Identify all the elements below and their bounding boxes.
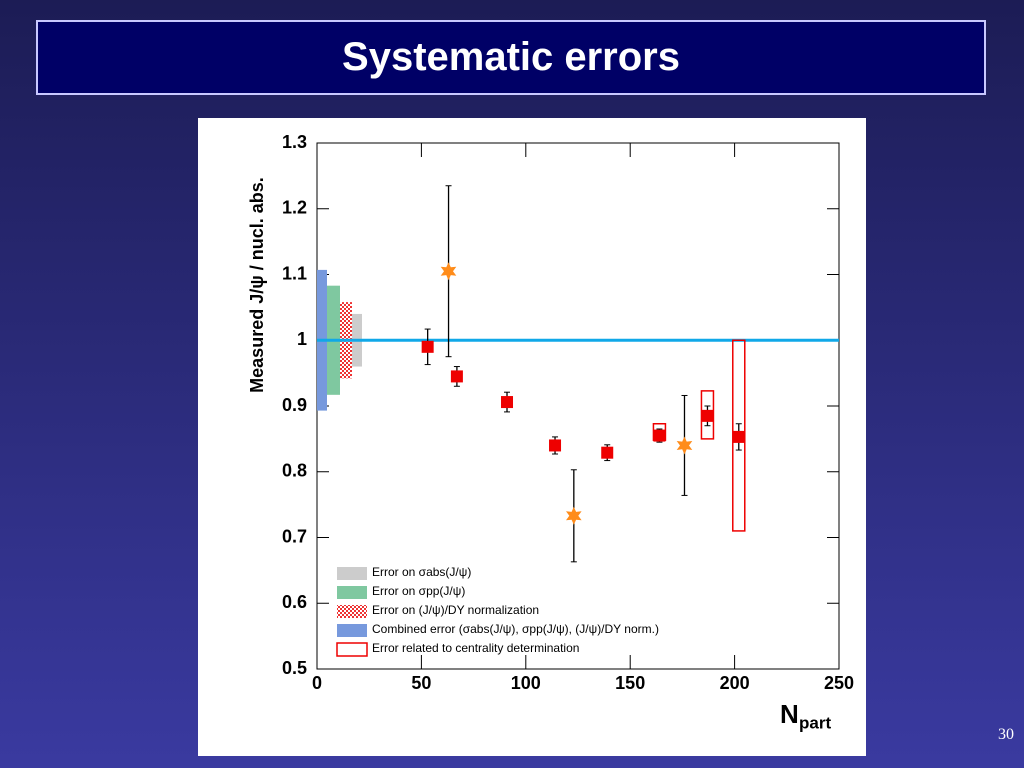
data-point — [450, 370, 463, 383]
y-axis-title: Measured J/ψ / nucl. abs. — [247, 177, 267, 393]
legend-label: Combined error (σabs(J/ψ), σpp(J/ψ), (J/… — [372, 622, 659, 636]
chart-background — [198, 118, 866, 756]
data-point — [549, 439, 562, 452]
legend-swatch — [337, 624, 367, 637]
data-point — [440, 262, 457, 281]
data-point — [676, 436, 693, 455]
data-point — [501, 396, 514, 409]
data-point — [601, 446, 614, 459]
legend-swatch — [336, 642, 368, 657]
y-tick-label: 0.9 — [282, 395, 307, 415]
legend-swatch — [337, 605, 367, 618]
x-tick-label: 100 — [511, 673, 541, 693]
legend-swatch — [337, 567, 367, 580]
y-tick-label: 0.7 — [282, 526, 307, 546]
data-point — [732, 430, 745, 443]
y-tick-label: 0.5 — [282, 658, 307, 678]
y-tick-label: 1.3 — [282, 132, 307, 152]
data-point — [653, 429, 666, 442]
y-tick-label: 1 — [297, 329, 307, 349]
data-point — [566, 506, 582, 525]
title-box — [36, 20, 986, 95]
x-axis-title-sub: part — [799, 713, 831, 732]
slide-title: Systematic errors — [342, 35, 680, 79]
x-tick-label: 200 — [720, 673, 750, 693]
page-number: 30 — [998, 726, 1014, 743]
y-tick-label: 1.1 — [282, 263, 307, 283]
x-tick-label: 0 — [312, 673, 322, 693]
x-axis-title: N — [780, 699, 799, 729]
data-point — [421, 340, 434, 353]
y-tick-label: 0.8 — [282, 461, 307, 481]
legend-swatch — [337, 586, 367, 599]
legend-label: Error related to centrality determinatio… — [372, 641, 579, 655]
legend-label: Error on σabs(J/ψ) — [372, 565, 471, 579]
y-tick-label: 1.2 — [282, 198, 307, 218]
x-tick-label: 250 — [824, 673, 854, 693]
legend-label: Error on σpp(J/ψ) — [372, 584, 465, 598]
x-tick-label: 50 — [411, 673, 431, 693]
data-point — [701, 409, 714, 422]
y-tick-label: 0.6 — [282, 592, 307, 612]
x-tick-label: 150 — [615, 673, 645, 693]
legend-label: Error on (J/ψ)/DY normalization — [372, 603, 539, 617]
chart: Measured J/ψ / nucl. abs. N part 0.5 0.6 0… — [198, 118, 866, 756]
